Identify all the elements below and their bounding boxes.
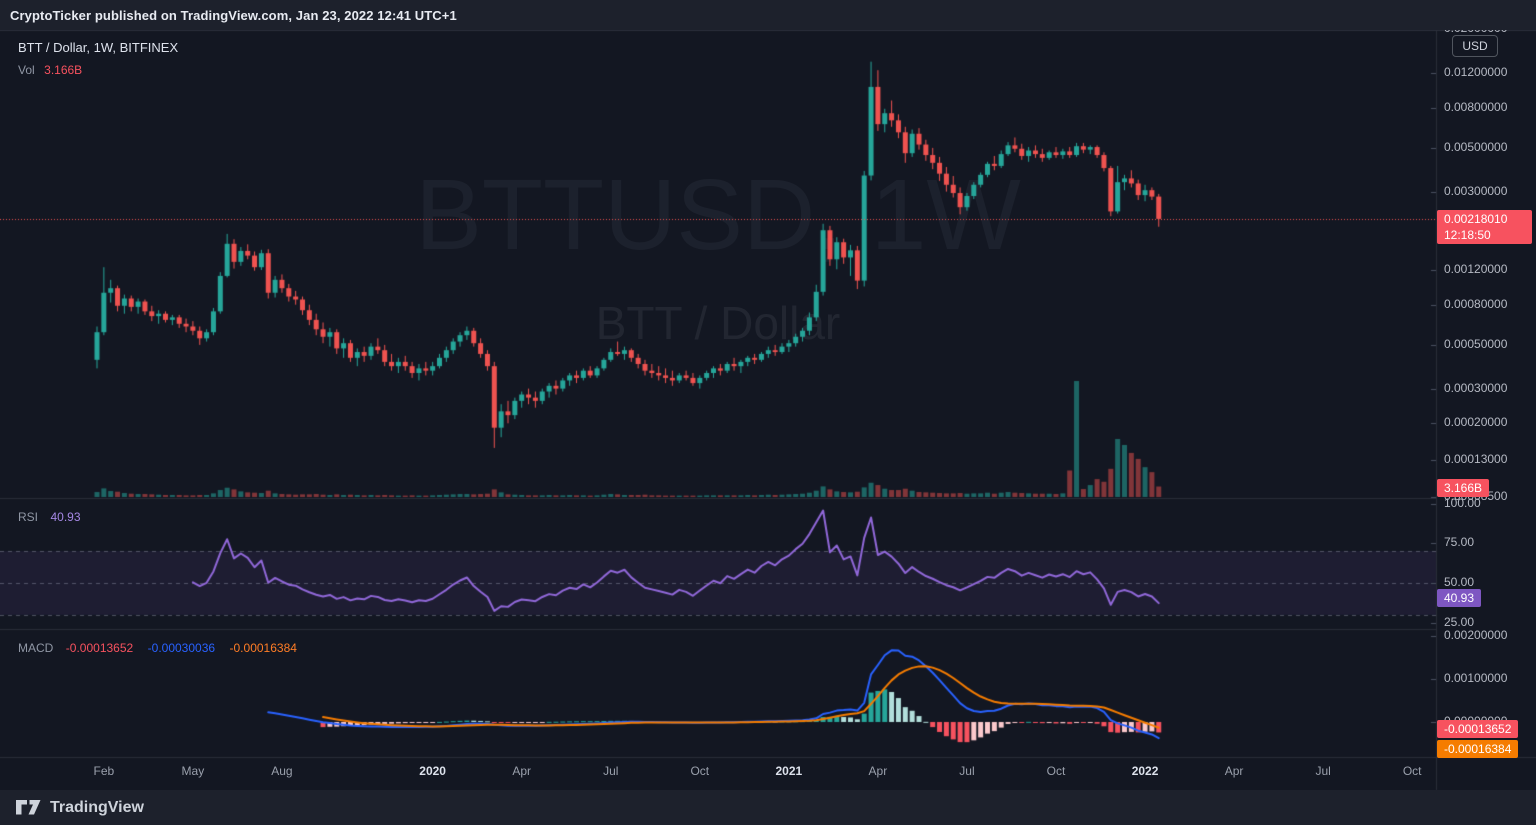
macd-histogram-value: -0.00013652 — [65, 641, 134, 655]
tradingview-footer: TradingView — [0, 790, 1536, 825]
macd-line-value: -0.00030036 — [147, 641, 216, 655]
time-axis-year-label: 2022 — [1131, 764, 1159, 778]
attribution-bar: CryptoTicker published on TradingView.co… — [0, 0, 1536, 30]
volume-badge: 3.166B — [1437, 479, 1490, 497]
time-axis-month-label: Apr — [512, 764, 532, 778]
volume-value: 3.166B — [44, 63, 83, 77]
macd-signal-value: -0.00016384 — [229, 641, 297, 655]
price-axis-label: 0.01200000 — [1444, 65, 1508, 79]
macd-axis-label: 0.00100000 — [1444, 671, 1508, 685]
rsi-axis-label: 100.00 — [1444, 495, 1481, 510]
time-axis-month-label: Apr — [868, 764, 888, 778]
time-axis-month-label: Oct — [690, 764, 710, 778]
attribution-text: CryptoTicker published on TradingView.co… — [10, 7, 457, 23]
price-axis-label: 0.00020000 — [1444, 415, 1508, 430]
rsi-label[interactable]: RSI — [18, 510, 39, 524]
time-axis-year-label: 2020 — [419, 764, 446, 778]
rsi-axis-label: 75.00 — [1444, 535, 1475, 550]
time-axis-month-label: Feb — [93, 764, 115, 778]
rsi-badge: 40.93 — [1437, 589, 1482, 607]
price-axis-label: 0.00120000 — [1444, 262, 1508, 276]
last-price-value: 0.00218010 — [1444, 212, 1508, 226]
rsi-value: 40.93 — [50, 510, 81, 524]
macd-histogram-badge: -0.00013652 — [1437, 720, 1519, 738]
time-axis-month-label: Jul — [1315, 764, 1331, 778]
price-axis-label: 0.00030000 — [1444, 380, 1508, 395]
tradingview-logo-text[interactable]: TradingView — [50, 798, 144, 816]
price-axis-label: 0.00050000 — [1444, 336, 1508, 351]
time-axis-month-label: Jul — [603, 764, 619, 778]
price-axis-label: 0.00013000 — [1444, 452, 1508, 467]
volume-label: Vol — [18, 63, 35, 77]
price-axis-label: 0.00500000 — [1444, 139, 1508, 154]
time-axis-month-label: Oct — [1402, 764, 1422, 778]
tradingview-logo-icon[interactable] — [16, 800, 42, 815]
price-axis-label: 0.00080000 — [1444, 296, 1508, 311]
time-axis-month-label: Oct — [1046, 764, 1066, 778]
rsi-axis-label: 25.00 — [1444, 614, 1475, 629]
macd-label[interactable]: MACD — [18, 641, 54, 655]
time-axis-month-label: May — [181, 764, 205, 778]
macd-legend: MACD -0.00013652 -0.00030036 -0.00016384 — [18, 639, 297, 657]
macd-signal-badge: -0.00016384 — [1437, 740, 1519, 758]
time-axis-month-label: Apr — [1224, 764, 1244, 778]
currency-toggle-button[interactable]: USD — [1452, 35, 1498, 57]
symbol-title[interactable]: BTT / Dollar, 1W, BITFINEX — [18, 40, 179, 55]
bar-countdown: 12:18:50 — [1444, 228, 1491, 242]
time-axis-year-label: 2021 — [775, 764, 803, 778]
price-axis-label: 0.00300000 — [1444, 183, 1508, 198]
time-axis-month-label: Jul — [959, 764, 975, 778]
macd-axis-label: 0.00200000 — [1444, 628, 1508, 642]
last-price-badge: 0.00218010 12:18:50 — [1437, 210, 1532, 244]
price-axis-label: 0.00800000 — [1444, 99, 1508, 114]
time-axis-month-label: Aug — [271, 764, 293, 778]
main-chart-legend: BTT / Dollar, 1W, BITFINEX Vol 3.166B — [18, 39, 178, 79]
rsi-axis-label: 50.00 — [1444, 575, 1475, 589]
rsi-legend: RSI 40.93 — [18, 508, 81, 526]
